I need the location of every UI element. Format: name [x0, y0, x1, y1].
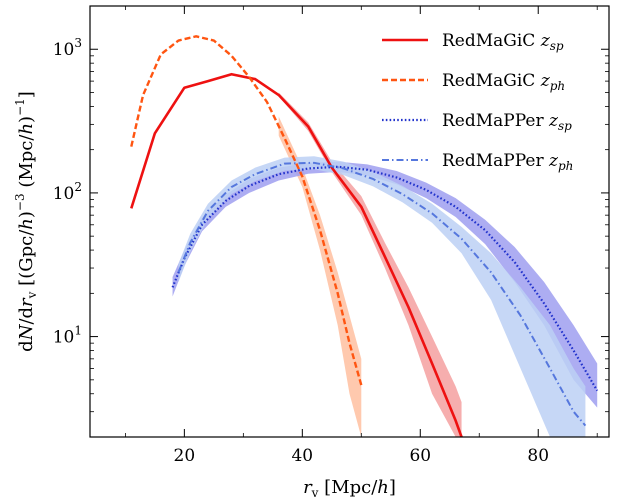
axis-ticks — [90, 5, 609, 438]
series-line-1 — [130, 35, 363, 386]
x-tick-label: 20 — [174, 446, 196, 466]
series-lines — [130, 35, 599, 437]
legend: RedMaGiC zsp RedMaGiC zph RedMaPPer zsp Red… — [382, 31, 573, 173]
series-line-0 — [130, 72, 463, 437]
series-line-2 — [171, 165, 599, 392]
legend-label-3: RedMaPPer zph — [442, 151, 573, 173]
y-tick-label: 103 — [53, 36, 82, 60]
axis-tick-labels: 20 40 60 80 101 102 103 — [53, 36, 549, 466]
band-1 — [278, 116, 362, 437]
x-axis-label: rv [Mpc/h] — [303, 477, 396, 500]
x-tick-label: 40 — [291, 446, 313, 466]
legend-label-1: RedMaGiC zph — [442, 71, 565, 93]
y-tick-label: 101 — [53, 324, 82, 348]
y-tick-label: 102 — [53, 180, 82, 204]
x-tick-label: 80 — [527, 446, 549, 466]
x-tick-label: 60 — [409, 446, 431, 466]
y-axis-label: dN/drv [(Gpc/h)−3 (Mpc/h)−1] — [13, 91, 39, 352]
legend-label-0: RedMaGiC zsp — [442, 31, 564, 53]
series-line-3 — [177, 161, 587, 427]
legend-label-2: RedMaPPer zsp — [442, 111, 572, 133]
band-0 — [278, 92, 462, 437]
band-3 — [178, 156, 586, 437]
plot-frame — [89, 5, 610, 438]
uncertainty-bands — [172, 92, 598, 437]
